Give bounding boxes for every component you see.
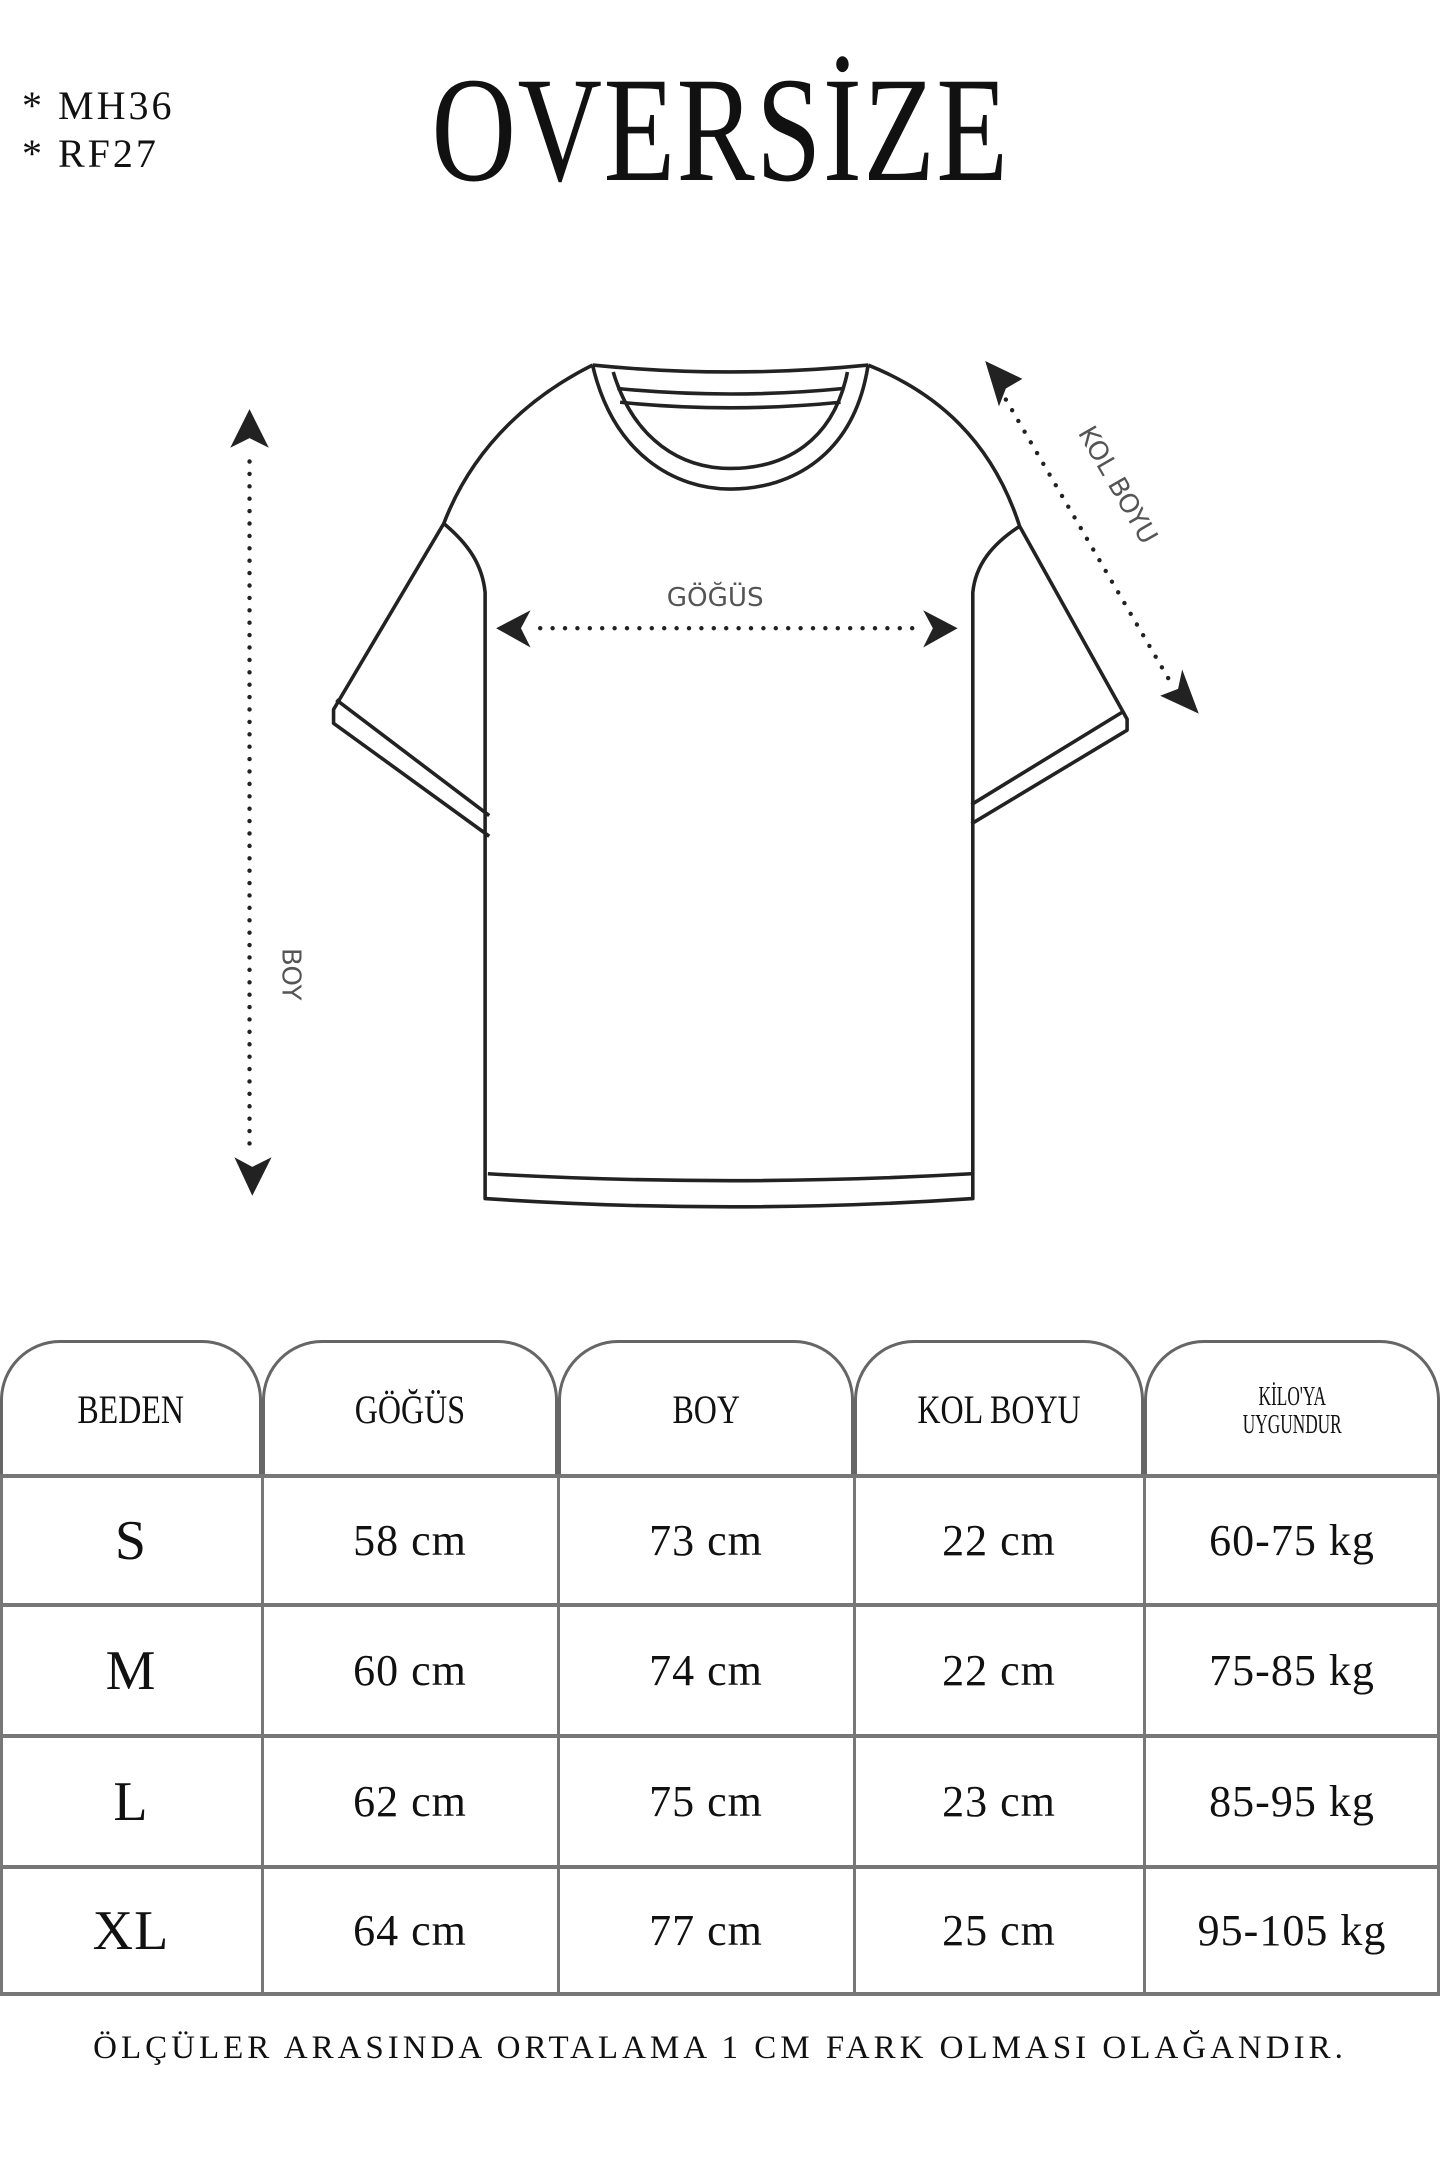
- code-line: * RF27: [22, 131, 159, 176]
- table-cell: 22 cm: [942, 1516, 1056, 1565]
- header-length: BOY: [558, 1340, 854, 1476]
- column-divider: [261, 1476, 264, 1994]
- row-divider: [0, 1992, 1440, 1996]
- table-cell: M: [105, 1639, 157, 1702]
- table-cell: 60-75 kg: [1209, 1516, 1375, 1565]
- table-cell: 95-105 kg: [1197, 1906, 1387, 1955]
- table-cell: 73 cm: [649, 1516, 763, 1565]
- sleeve-cuff-right: [970, 709, 1126, 807]
- page-title: OVERSİZE: [431, 47, 1009, 213]
- footer-note: ÖLÇÜLER ARASINDA ORTALAMA 1 CM FARK OLMA…: [93, 2030, 1347, 2066]
- table-cell: 23 cm: [942, 1777, 1056, 1826]
- table-cell: 60 cm: [353, 1646, 467, 1695]
- arrow-upleft-icon: [985, 360, 1023, 407]
- column-divider: [557, 1476, 560, 1994]
- header-sleeve: KOL BOYU: [854, 1340, 1144, 1476]
- arrow-downright-icon: [1160, 669, 1199, 714]
- header-weight: KİLO'YA UYGUNDUR: [1144, 1340, 1440, 1476]
- column-divider: [853, 1476, 856, 1994]
- table-cell: 58 cm: [353, 1516, 467, 1565]
- table-cell: S: [114, 1509, 148, 1572]
- table-cell: 75-85 kg: [1209, 1646, 1375, 1695]
- arrow-up-icon: [230, 409, 269, 448]
- arrow-down-icon: [234, 1157, 272, 1196]
- hem-line: [487, 1171, 972, 1183]
- table-cell: 77 cm: [649, 1906, 763, 1955]
- length-label: BOY: [276, 948, 306, 1002]
- measure-arrows: [230, 360, 1199, 1196]
- arrow-left-icon: [496, 610, 531, 648]
- header-chest: GÖĞÜS: [262, 1340, 558, 1476]
- row-divider: [0, 1734, 1440, 1738]
- column-divider: [1437, 1476, 1440, 1994]
- column-divider: [0, 1476, 3, 1994]
- row-divider: [0, 1474, 1440, 1478]
- header-size: BEDEN: [0, 1340, 262, 1476]
- arrow-right-icon: [923, 610, 958, 648]
- table-cell: 25 cm: [942, 1906, 1056, 1955]
- row-divider: [0, 1865, 1440, 1869]
- table-cell: XL: [92, 1899, 170, 1962]
- table-cell: 62 cm: [353, 1777, 467, 1826]
- table-cell: 75 cm: [649, 1777, 763, 1826]
- product-codes: * MH36 * RF27: [22, 82, 174, 178]
- table-cell: 74 cm: [649, 1646, 763, 1695]
- collar-outer: [590, 364, 870, 491]
- sleeve-cuff-left: [335, 698, 491, 818]
- table-cell: 64 cm: [353, 1906, 467, 1955]
- tshirt-diagram: GÖĞÜS BOY KOL BOYU: [230, 360, 1199, 1209]
- code-line: * MH36: [22, 83, 175, 128]
- chest-label: GÖĞÜS: [667, 581, 764, 613]
- column-divider: [1143, 1476, 1146, 1994]
- table-cell: 85-95 kg: [1209, 1777, 1375, 1826]
- sleeve-label: KOL BOYU: [1071, 421, 1162, 549]
- collar-inner: [611, 371, 850, 471]
- row-divider: [0, 1603, 1440, 1607]
- collar-top: [592, 363, 869, 374]
- table-cell: 22 cm: [942, 1646, 1056, 1695]
- tshirt-outline: [331, 363, 1129, 1209]
- table-cell: L: [113, 1770, 149, 1833]
